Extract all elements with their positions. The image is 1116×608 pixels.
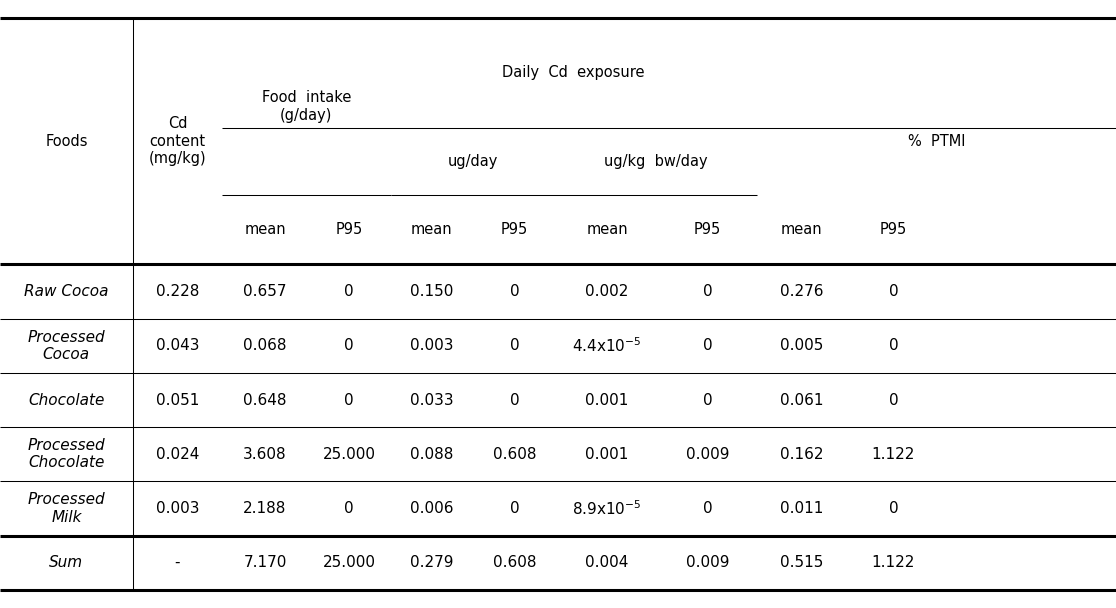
Text: Foods: Foods [45,134,88,149]
Text: %  PTMI: % PTMI [907,134,965,149]
Text: 0.608: 0.608 [493,555,536,570]
Text: Raw Cocoa: Raw Cocoa [25,284,108,299]
Text: 0.033: 0.033 [410,393,454,407]
Text: 0.657: 0.657 [243,284,287,299]
Text: P95: P95 [694,222,721,237]
Text: 1.122: 1.122 [872,555,915,570]
Text: 0: 0 [345,393,354,407]
Text: 7.170: 7.170 [243,555,287,570]
Text: P95: P95 [879,222,907,237]
Text: 0.279: 0.279 [411,555,453,570]
Text: 0.648: 0.648 [243,393,287,407]
Text: mean: mean [244,222,286,237]
Text: 0.009: 0.009 [686,555,729,570]
Text: 0: 0 [345,338,354,353]
Text: 0.061: 0.061 [780,393,822,407]
Text: Processed
Cocoa: Processed Cocoa [28,330,105,362]
Text: 0: 0 [345,284,354,299]
Text: mean: mean [411,222,453,237]
Text: 3.608: 3.608 [243,447,287,461]
Text: 0.515: 0.515 [780,555,822,570]
Text: 0: 0 [888,393,898,407]
Text: 0.162: 0.162 [780,447,822,461]
Text: 0: 0 [888,284,898,299]
Text: 0: 0 [703,284,712,299]
Text: Processed
Milk: Processed Milk [28,492,105,525]
Text: 0.608: 0.608 [493,447,536,461]
Text: 0.051: 0.051 [156,393,199,407]
Text: mean: mean [586,222,628,237]
Text: 0: 0 [345,501,354,516]
Text: ug/day: ug/day [448,154,499,168]
Text: 0.004: 0.004 [586,555,628,570]
Text: 0.024: 0.024 [156,447,199,461]
Text: 0.003: 0.003 [156,501,199,516]
Text: 0: 0 [703,393,712,407]
Text: 0.001: 0.001 [586,447,628,461]
Text: 0.002: 0.002 [586,284,628,299]
Text: 0.276: 0.276 [780,284,822,299]
Text: 4.4x10$^{-5}$: 4.4x10$^{-5}$ [573,336,642,355]
Text: 2.188: 2.188 [243,501,287,516]
Text: 0.043: 0.043 [156,338,199,353]
Text: 0: 0 [888,501,898,516]
Text: 0.011: 0.011 [780,501,822,516]
Text: 25.000: 25.000 [323,447,376,461]
Text: 0.001: 0.001 [586,393,628,407]
Text: 0.228: 0.228 [156,284,199,299]
Text: Processed
Chocolate: Processed Chocolate [28,438,105,471]
Text: P95: P95 [336,222,363,237]
Text: Sum: Sum [49,555,84,570]
Text: 0.006: 0.006 [411,501,453,516]
Text: mean: mean [780,222,822,237]
Text: 0: 0 [510,393,519,407]
Text: 0.150: 0.150 [411,284,453,299]
Text: 0: 0 [703,338,712,353]
Text: 0.009: 0.009 [686,447,729,461]
Text: Chocolate: Chocolate [28,393,105,407]
Text: 0.003: 0.003 [411,338,453,353]
Text: 0.088: 0.088 [411,447,453,461]
Text: Food  intake
(g/day): Food intake (g/day) [261,90,352,123]
Text: -: - [175,555,180,570]
Text: P95: P95 [501,222,528,237]
Text: 25.000: 25.000 [323,555,376,570]
Text: 0: 0 [510,501,519,516]
Text: Cd
content
(mg/kg): Cd content (mg/kg) [148,117,206,166]
Text: 0: 0 [888,338,898,353]
Text: Daily  Cd  exposure: Daily Cd exposure [502,66,645,80]
Text: 0: 0 [510,284,519,299]
Text: 0: 0 [510,338,519,353]
Text: 0.068: 0.068 [243,338,287,353]
Text: 0.005: 0.005 [780,338,822,353]
Text: 1.122: 1.122 [872,447,915,461]
Text: 8.9x10$^{-5}$: 8.9x10$^{-5}$ [573,499,642,518]
Text: 0: 0 [703,501,712,516]
Text: ug/kg  bw/day: ug/kg bw/day [605,154,708,168]
